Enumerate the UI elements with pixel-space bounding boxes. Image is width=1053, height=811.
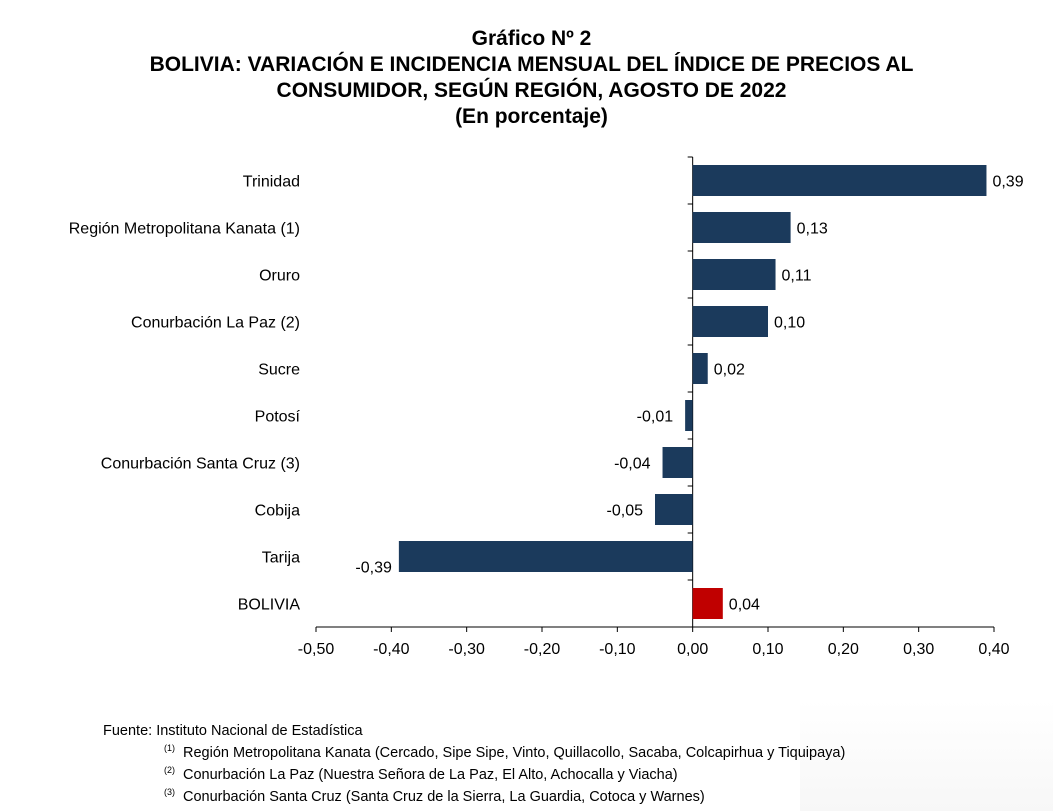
bar [398,541,693,572]
x-tick-label: 0,20 [828,641,859,658]
footnote-2: (2) Conurbación La Paz (Nuestra Señora de… [103,762,845,784]
bar [685,400,693,431]
category-label: Trinidad [243,174,300,191]
data-label: -0,39 [355,560,392,577]
x-tick-label: 0,00 [677,641,708,658]
category-label: Conurbación La Paz (2) [131,315,300,332]
footnote-2-mark: (2) [164,764,175,775]
x-tick-label: -0,20 [524,641,561,658]
data-label: 0,04 [729,597,760,614]
x-tick-label: -0,40 [373,641,410,658]
data-label: 0,39 [992,174,1023,191]
background-shade [800,700,1053,811]
data-label: 0,11 [782,268,812,285]
bar [692,306,768,337]
x-tick-label: 0,40 [978,641,1009,658]
bar [692,353,708,384]
bar [692,212,791,243]
data-label: 0,13 [797,221,828,238]
x-tick-label: 0,10 [752,641,783,658]
source-note: Fuente: Instituto Nacional de Estadístic… [103,723,363,739]
category-label: Sucre [258,362,300,379]
x-tick-label: -0,30 [448,641,485,658]
footnote-1-mark: (1) [164,743,175,753]
footnote-3-mark: (3) [164,786,175,797]
bar-chart: -0,50 -0,40 -0,30 -0,20 -0,10 0,00 0,10 0,20 0,3… [69,156,1024,658]
category-label: Conurbación Santa Cruz (3) [101,456,300,473]
bar [662,447,693,478]
footnote-1: (1) Región Metropolitana Kanata (Cercado,… [103,740,845,762]
data-label: 0,10 [774,315,805,332]
bar [655,494,693,525]
chart-title: Gráfico Nº 2 BOLIVIA: VARIACIÓN E INCIDE… [0,26,1053,130]
bar [692,588,723,619]
footnote-1-text: Región Metropolitana Kanata (Cercado, Si… [183,744,846,761]
title-line-1: Gráfico Nº 2 [471,27,592,50]
category-label: Potosí [255,409,301,426]
x-tick-label: -0,50 [298,641,335,658]
footnote-3-text: Conurbación Santa Cruz (Santa Cruz de la… [183,788,705,805]
data-label: -0,05 [607,503,644,520]
x-tick-label: -0,10 [599,641,636,658]
category-label: Oruro [259,268,300,285]
title-line-3: CONSUMIDOR, SEGÚN REGIÓN, AGOSTO DE 2022 [276,79,787,102]
bar [692,259,776,290]
bar [692,165,987,196]
footnotes: Fuente: Instituto Nacional de Estadístic… [103,723,845,805]
category-label: Cobija [255,503,300,520]
data-label: 0,02 [714,362,745,379]
footnote-3: (3) Conurbación Santa Cruz (Santa Cruz de… [103,784,845,806]
title-line-2: BOLIVIA: VARIACIÓN E INCIDENCIA MENSUAL … [149,53,914,76]
x-tick-label: 0,30 [903,641,934,658]
data-label: -0,04 [614,456,651,473]
category-label: Tarija [262,550,300,567]
category-label: BOLIVIA [238,597,301,614]
data-label: -0,01 [637,409,674,426]
footnote-2-text: Conurbación La Paz (Nuestra Señora de La… [183,766,678,783]
category-label: Región Metropolitana Kanata (1) [69,221,300,238]
title-line-4: (En porcentaje) [455,105,608,128]
